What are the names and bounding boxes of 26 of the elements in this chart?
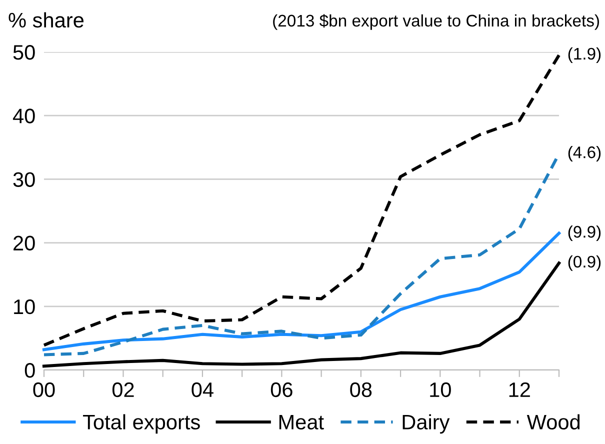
line-series [42, 262, 561, 368]
y-tick-label: 10 [14, 299, 35, 314]
line-series [42, 232, 561, 352]
text: (4.6) [568, 146, 601, 162]
line-series [42, 54, 561, 347]
y-tick-label: 0 [24, 363, 35, 378]
legend-label: Wood [526, 414, 580, 430]
x-tick-label: 10 [430, 382, 451, 398]
x-tick-label: 02 [112, 382, 134, 398]
text: (1.9) [568, 47, 601, 63]
x-tick-label: 12 [509, 382, 530, 397]
text: (9.9) [568, 225, 601, 242]
y-tick-label: 40 [12, 108, 35, 124]
y-tick-label: 20 [14, 236, 35, 251]
y-axis-title: % share [8, 12, 84, 28]
chart-subtitle: (2013 $bn export value to China in brackets) [273, 14, 599, 30]
text: (0.9) [568, 255, 601, 271]
legend-label: Meat [279, 414, 324, 430]
y-tick-label: 30 [13, 172, 35, 187]
legend-label: Total exports [83, 414, 200, 434]
x-tick-label: 00 [33, 382, 55, 398]
x-tick-label: 08 [350, 382, 372, 398]
y-tick-label: 50 [13, 45, 35, 60]
x-tick-label: 04 [192, 382, 214, 398]
legend-label: Dairy [402, 414, 450, 434]
x-tick-label: 06 [270, 382, 292, 398]
